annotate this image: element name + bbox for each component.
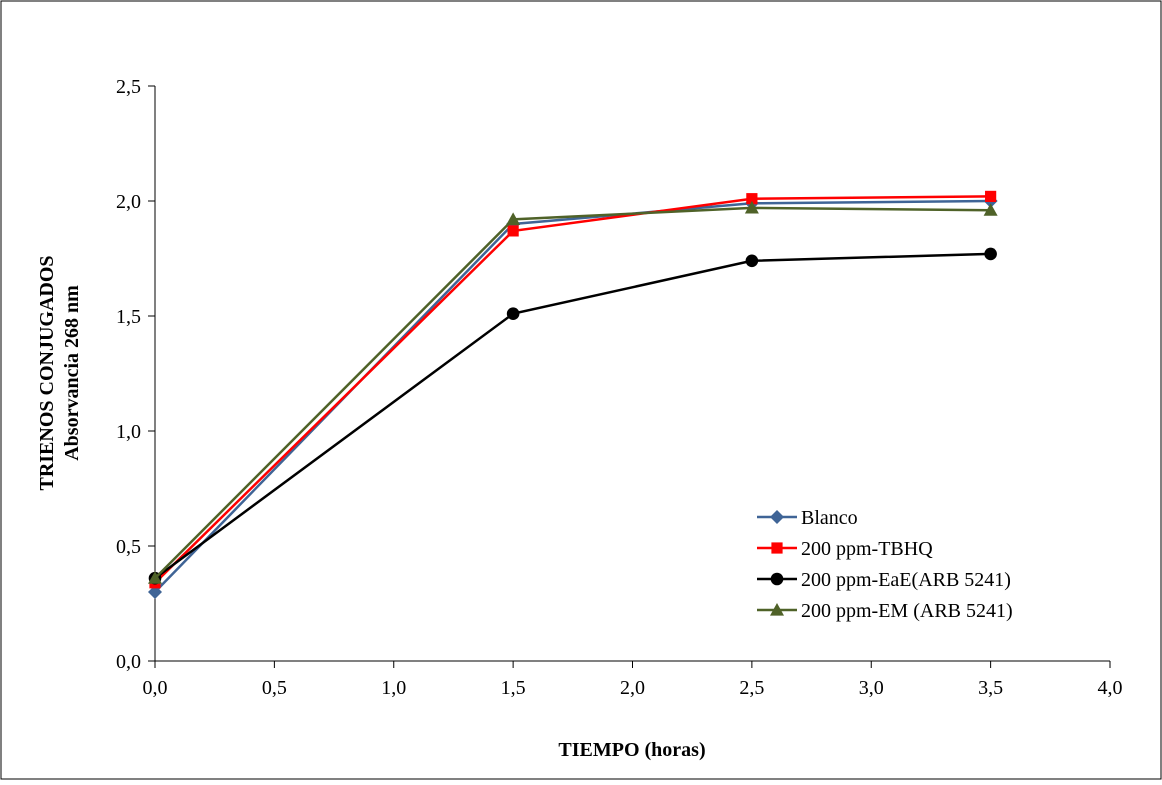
legend-entry: 200 ppm-EM (ARB 5241) [757, 600, 1013, 622]
y-tick-label: 0,5 [116, 536, 141, 558]
data-point [984, 247, 997, 261]
legend-entry: 200 ppm-TBHQ [757, 538, 933, 560]
data-point [507, 225, 519, 237]
x-tick-label: 1,0 [381, 677, 406, 699]
data-point [745, 254, 759, 268]
data-point [148, 571, 162, 584]
legend-marker [771, 542, 783, 554]
legend-entry: Blanco [757, 507, 858, 529]
series-line [154, 252, 991, 580]
x-tick-label: 2,0 [620, 677, 645, 699]
series-line [154, 206, 991, 580]
x-axis-ticks: 0,0 0,5 1,0 1,5 2,0 2,5 3,0 3,5 4,0 [143, 661, 1123, 699]
legend-label: 200 ppm-TBHQ [801, 538, 933, 560]
x-tick-label: 3,5 [978, 677, 1003, 699]
legend-label: 200 ppm-EM (ARB 5241) [801, 600, 1013, 622]
legend-entry: 200 ppm-EaE(ARB 5241) [757, 569, 1011, 591]
series-3 [148, 247, 997, 585]
x-tick-label: 4,0 [1098, 677, 1123, 699]
x-axis-title: TIEMPO (horas) [558, 739, 705, 761]
y-axis-ticks: 0,0 0,5 1,0 1,5 2,0 2,5 [116, 76, 155, 673]
legend-marker [770, 510, 784, 524]
data-point [506, 307, 520, 321]
data-point [506, 212, 521, 225]
x-tick-label: 1,5 [501, 677, 526, 699]
legend-label: 200 ppm-EaE(ARB 5241) [801, 569, 1011, 591]
x-tick-label: 0,0 [143, 677, 168, 699]
data-point [746, 193, 758, 205]
legend-marker [770, 603, 784, 616]
y-axis-title-line2: Absorvancia 268 nm [61, 285, 83, 461]
legend: Blanco 200 ppm-TBHQ 200 ppm-EaE(ARB 5241) 2… [757, 507, 1013, 622]
y-tick-label: 1,5 [116, 306, 141, 328]
x-tick-label: 2,5 [739, 677, 764, 699]
x-tick-label: 3,0 [859, 677, 884, 699]
x-tick-label: 0,5 [262, 677, 287, 699]
y-tick-label: 0,0 [116, 651, 141, 673]
legend-marker [770, 572, 784, 586]
data-point [744, 200, 759, 214]
y-tick-label: 2,0 [116, 191, 141, 213]
data-point [985, 190, 997, 202]
y-tick-label: 2,5 [116, 76, 141, 98]
series-layer [148, 190, 998, 599]
data-point [983, 203, 998, 216]
legend-label: Blanco [801, 507, 858, 529]
series-4 [148, 200, 998, 584]
y-axis-title-line1: TRIENOS CONJUGADOS [36, 255, 58, 490]
y-tick-label: 1,0 [116, 421, 141, 443]
data-point [148, 585, 162, 599]
